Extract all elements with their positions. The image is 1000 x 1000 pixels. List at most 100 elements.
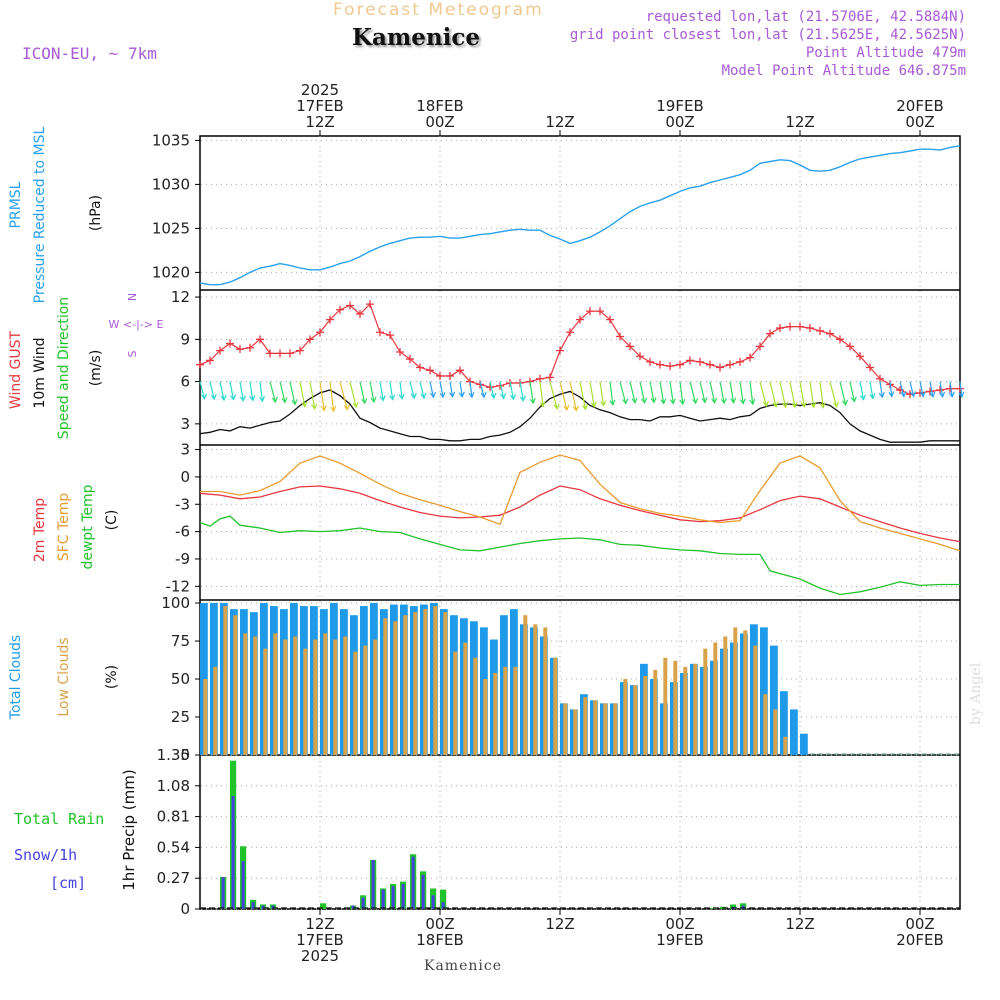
wind-arrow-head	[819, 402, 826, 409]
wind-arrow-head	[379, 395, 386, 402]
total-cloud-bar	[790, 709, 798, 755]
top-time-label: 00Z	[905, 113, 934, 131]
gust-marker	[366, 300, 374, 309]
wind-direction-arrow	[359, 381, 366, 404]
top-time-label: 19FEB	[656, 97, 703, 115]
gust-marker	[636, 352, 644, 361]
gust-marker	[266, 349, 274, 358]
wind-arrow-head	[791, 401, 798, 409]
top-time-label: 00Z	[425, 113, 454, 131]
bottom-time-label: 17FEB	[296, 931, 343, 949]
gust-marker	[296, 346, 304, 355]
gust-marker	[606, 315, 614, 324]
low-cloud-bar	[333, 639, 338, 755]
low-cloud-bar	[693, 663, 698, 755]
gust-marker	[486, 383, 494, 392]
wind-arrow-head	[398, 393, 405, 401]
top-time-label: 18FEB	[416, 97, 463, 115]
wind-arrow-head	[739, 398, 746, 405]
pressure-label-msl: Pressure Reduced to MSL	[32, 126, 48, 303]
wind-direction-arrow	[929, 381, 934, 397]
y-tick-label: 12	[171, 288, 190, 306]
gust-marker	[726, 360, 734, 369]
wind-direction-arrow	[629, 381, 636, 403]
wind-direction-arrow	[409, 381, 415, 399]
wind-direction-arrow	[379, 381, 384, 401]
pressure-line	[199, 145, 961, 286]
low-cloud-bar	[703, 648, 708, 755]
requested-coords: requested lon,lat (21.5706E, 42.5884N)	[645, 9, 966, 25]
gust-marker	[676, 360, 684, 369]
wind-direction-arrow	[199, 381, 206, 399]
wind-arrow-head	[258, 395, 265, 403]
wind-direction-arrow	[949, 381, 953, 397]
sfc-temp-line	[200, 454, 961, 552]
gust-marker	[666, 362, 674, 371]
snow-bar	[421, 874, 425, 909]
gust-marker	[866, 363, 874, 372]
wind-direction-arrow	[799, 381, 805, 407]
wind-arrow-head	[660, 398, 667, 405]
chart-border	[199, 135, 961, 910]
y-tick-label: 0	[180, 900, 190, 918]
bottom-time-label: 18FEB	[416, 931, 463, 949]
wind-arrow-head	[590, 401, 597, 409]
dewpt-line	[199, 515, 960, 596]
wind-arrow-head	[782, 401, 789, 409]
wind-direction-arrow	[909, 381, 915, 397]
wind-direction-arrow	[319, 381, 325, 411]
low-cloud-bar	[533, 624, 538, 755]
wind-arrow-head	[833, 401, 840, 409]
snow-bar	[261, 905, 265, 909]
gust-marker	[836, 335, 844, 344]
gust-marker	[736, 357, 744, 366]
wind-arrow-head	[420, 392, 427, 400]
gust-marker	[456, 366, 464, 375]
gust-marker	[806, 324, 814, 333]
precip-unit-label: 1hr Precip (mm)	[120, 769, 138, 890]
wind-direction-arrow	[879, 381, 883, 398]
wind-direction-arrow	[599, 381, 605, 406]
low-cloud-bar	[743, 630, 748, 755]
pressure-unit-label: (hPa)	[88, 195, 104, 231]
low-cloud-bar	[203, 679, 208, 755]
wind-direction-arrow	[539, 381, 544, 407]
sfc-temp-label: SFC Temp	[56, 493, 72, 562]
snow-bar	[381, 889, 385, 909]
wind-arrow-head	[749, 398, 756, 406]
location-title: Kamenice	[352, 24, 480, 51]
dewpt-label: dewpt Temp	[80, 484, 96, 569]
gust-marker	[586, 307, 594, 316]
wind-direction-arrow	[259, 381, 264, 402]
wind-direction-arrow	[899, 381, 905, 397]
wind-arrow-head	[220, 394, 227, 402]
gust-marker	[626, 342, 634, 351]
low-cloud-bar	[613, 703, 618, 755]
top-time-label: 12Z	[785, 113, 814, 131]
wind-arrow-head	[800, 401, 807, 409]
wind-arrow-head	[581, 403, 588, 411]
gust-marker	[386, 331, 394, 340]
y-tick-label: 1035	[152, 131, 190, 149]
wind-arrow-head	[281, 397, 288, 404]
wind-direction-arrow	[399, 381, 403, 399]
wind-arrow-head	[730, 397, 737, 405]
gust-marker	[876, 374, 884, 383]
snow-bar	[241, 861, 245, 909]
wind-direction-arrow	[669, 381, 674, 404]
y-tick-label: 0	[180, 468, 190, 486]
wind-direction-arrow	[759, 381, 767, 407]
snow-bar	[371, 859, 375, 909]
wind-direction-arrow	[639, 381, 646, 403]
precip-legend: Total Rain Snow/1h [cm]	[14, 810, 104, 892]
top-time-label: 17FEB	[296, 97, 343, 115]
gust-marker	[776, 324, 784, 333]
snow-bar	[401, 883, 405, 909]
wind-direction-arrow	[569, 381, 577, 411]
wind-arrow-head	[600, 400, 607, 407]
wind-arrow-head	[553, 403, 560, 411]
wind-arrow-head	[572, 405, 579, 413]
wind-arrow-head	[330, 405, 337, 413]
wind-arrow-head	[201, 393, 208, 401]
bottom-time-label: 2025	[301, 947, 339, 965]
